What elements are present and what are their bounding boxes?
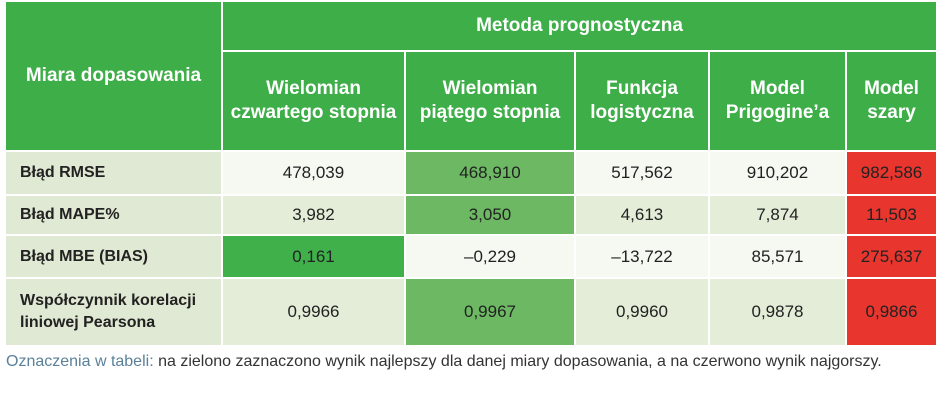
results-table: Miara dopasowania Metoda prognostyczna W… <box>4 0 939 347</box>
row: Współczynnik korelacji liniowej Pearsona… <box>4 277 939 347</box>
cell: 478,039 <box>221 150 406 196</box>
cell-best: 3,050 <box>404 194 576 236</box>
cell: 3,982 <box>221 194 406 236</box>
cell-worst: 11,503 <box>844 194 939 236</box>
column-header: Model szary <box>844 50 939 152</box>
row: Błąd MBE (BIAS) 0,161 –0,229 –13,722 85,… <box>4 234 939 279</box>
row-label: Błąd MBE (BIAS) <box>4 234 223 279</box>
column-header: Model Prigogine’a <box>708 50 847 152</box>
cell-best: 0,161 <box>221 234 406 279</box>
cell-worst: 982,586 <box>844 150 939 196</box>
row-label: Błąd MAPE% <box>4 194 223 236</box>
column-header: Wielomian czwartego stopnia <box>221 50 406 152</box>
row: Błąd MAPE% 3,982 3,050 4,613 7,874 11,50… <box>4 194 939 236</box>
caption: Oznaczenia w tabeli: na zielono zaznaczo… <box>6 352 926 372</box>
cell: –13,722 <box>574 234 710 279</box>
cell: –0,229 <box>404 234 576 279</box>
cell: 0,9966 <box>221 277 406 347</box>
caption-label: Oznaczenia w tabeli: <box>6 353 154 370</box>
cell: 0,9960 <box>574 277 710 347</box>
column-header: Funkcja logistyczna <box>574 50 710 152</box>
header-row: Wielomian czwartego stopnia Wielomian pi… <box>5 50 939 152</box>
row-label: Współczynnik korelacji liniowej Pearsona <box>4 277 223 347</box>
cell: 7,874 <box>708 194 847 236</box>
cell: 0,9878 <box>708 277 847 347</box>
group-header: Metoda prognostyczna <box>220 0 939 52</box>
cell: 910,202 <box>708 150 847 196</box>
cell: 517,562 <box>574 150 710 196</box>
cell-worst: 275,637 <box>844 234 939 279</box>
column-header: Wielomian piątego stopnia <box>404 50 576 152</box>
cell: 4,613 <box>574 194 710 236</box>
cell-best: 468,910 <box>404 150 576 196</box>
row: Błąd RMSE 478,039 468,910 517,562 910,20… <box>4 150 939 196</box>
row-header: Miara dopasowania <box>4 0 223 152</box>
row-label: Błąd RMSE <box>4 150 223 196</box>
caption-text: na zielono zaznaczono wynik najlepszy dl… <box>158 353 882 370</box>
cell-best: 0,9967 <box>404 277 576 347</box>
cell-worst: 0,9866 <box>844 277 939 347</box>
cell: 85,571 <box>708 234 847 279</box>
header-row: Miara dopasowania Metoda prognostyczna <box>4 0 939 152</box>
